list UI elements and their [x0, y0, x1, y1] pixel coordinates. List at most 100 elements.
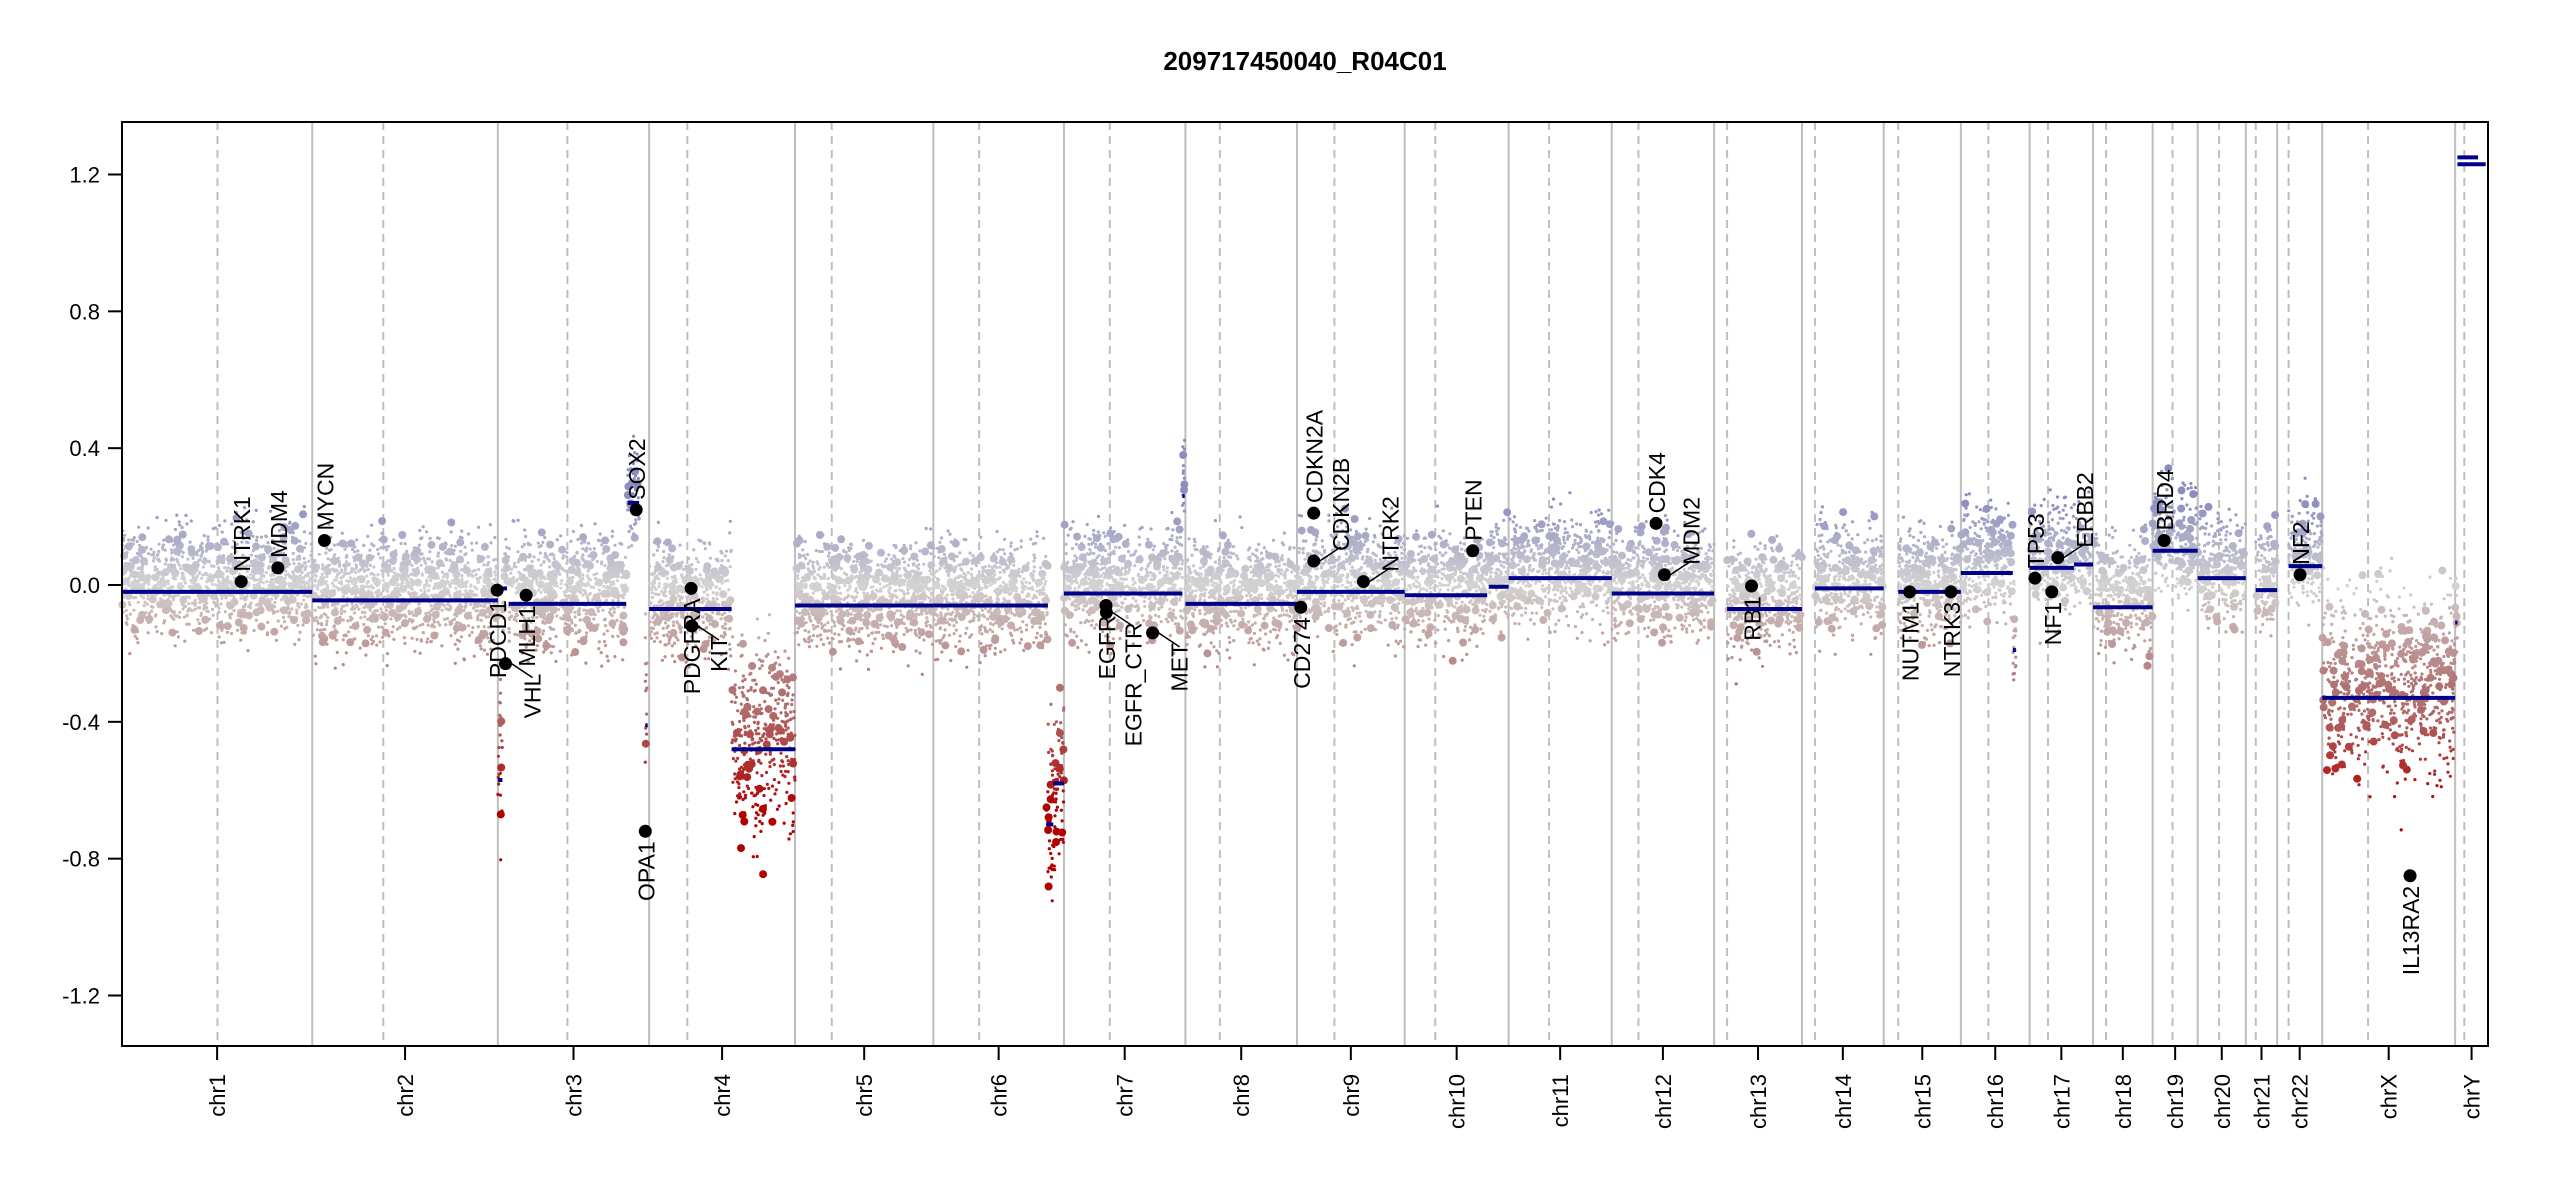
probe-point: [571, 597, 576, 601]
probe-point: [214, 583, 218, 587]
probe-point: [657, 622, 661, 627]
probe-point: [559, 586, 563, 590]
probe-point: [162, 538, 166, 542]
probe-point: [792, 758, 796, 762]
probe-point: [298, 574, 302, 578]
probe-point: [264, 545, 273, 554]
probe-point: [643, 636, 648, 640]
probe-point: [495, 608, 499, 612]
probe-point: [721, 625, 725, 629]
probe-point: [874, 588, 879, 592]
probe-point: [140, 566, 144, 570]
probe-point: [881, 573, 885, 577]
probe-point: [368, 563, 372, 568]
probe-point: [871, 596, 875, 600]
probe-point: [627, 529, 631, 534]
probe-point: [234, 618, 243, 627]
probe-point: [841, 612, 845, 616]
probe-point: [971, 591, 975, 595]
probe-point: [1009, 591, 1013, 596]
probe-point: [344, 560, 348, 564]
probe-point: [431, 607, 435, 611]
probe-point: [552, 627, 556, 631]
probe-point: [592, 573, 596, 577]
probe-point: [568, 556, 577, 565]
probe-point: [414, 592, 418, 596]
probe-point: [478, 575, 482, 580]
probe-point: [219, 641, 224, 645]
probe-point: [137, 583, 141, 587]
probe-point: [269, 509, 273, 513]
probe-point: [435, 584, 440, 588]
probe-point: [456, 647, 460, 651]
probe-point: [779, 674, 783, 678]
probe-point: [318, 638, 327, 647]
probe-point: [812, 570, 816, 574]
probe-point: [350, 592, 354, 596]
probe-point: [241, 553, 245, 557]
probe-point: [400, 570, 409, 579]
probe-point: [757, 759, 761, 764]
probe-point: [298, 539, 302, 543]
probe-point: [290, 536, 299, 545]
probe-point: [476, 555, 485, 563]
probe-point: [733, 669, 738, 673]
probe-point: [577, 612, 582, 616]
probe-point: [310, 549, 314, 553]
probe-point: [613, 655, 617, 659]
probe-point: [818, 616, 823, 620]
probe-point: [430, 624, 434, 628]
probe-point: [366, 534, 370, 539]
probe-point: [385, 652, 390, 656]
probe-point: [262, 544, 266, 548]
probe-point: [425, 530, 429, 534]
probe-point: [128, 542, 133, 546]
probe-point: [702, 590, 706, 594]
probe-point: [795, 581, 799, 585]
probe-point: [748, 729, 752, 733]
probe-point: [827, 629, 832, 633]
probe-point: [318, 628, 323, 632]
probe-point: [324, 551, 328, 555]
probe-point: [757, 732, 761, 736]
probe-point: [212, 564, 216, 569]
probe-point: [270, 597, 274, 601]
probe-point: [427, 588, 431, 592]
probe-point: [654, 576, 658, 580]
probe-point: [229, 567, 237, 576]
probe-point: [839, 567, 843, 571]
probe-point: [334, 631, 338, 635]
probe-point: [262, 574, 266, 578]
probe-point: [921, 547, 930, 556]
probe-point: [825, 562, 829, 566]
probe-point: [234, 550, 238, 554]
probe-point: [473, 585, 477, 589]
probe-point: [1022, 648, 1026, 653]
probe-point: [419, 563, 423, 567]
probe-point: [781, 760, 785, 764]
probe-point: [279, 578, 283, 582]
probe-point: [991, 630, 995, 634]
probe-point: [939, 536, 944, 540]
probe-point: [443, 572, 447, 576]
probe-point: [175, 630, 179, 634]
probe-point: [810, 638, 814, 643]
probe-point: [403, 542, 407, 546]
probe-point: [764, 770, 769, 775]
probe-point: [231, 545, 235, 549]
probe-point: [273, 551, 277, 555]
probe-point: [456, 538, 465, 547]
probe-point: [333, 553, 337, 557]
probe-point: [131, 542, 135, 546]
probe-point: [609, 583, 613, 587]
probe-point: [251, 534, 255, 538]
probe-point: [924, 624, 929, 628]
probe-point: [831, 572, 835, 577]
probe-point: [263, 594, 267, 598]
probe-point: [813, 608, 817, 612]
probe-point: [711, 620, 719, 629]
probe-point: [542, 560, 546, 564]
probe-point: [491, 638, 495, 643]
probe-point: [726, 596, 735, 605]
probe-point: [475, 576, 479, 581]
